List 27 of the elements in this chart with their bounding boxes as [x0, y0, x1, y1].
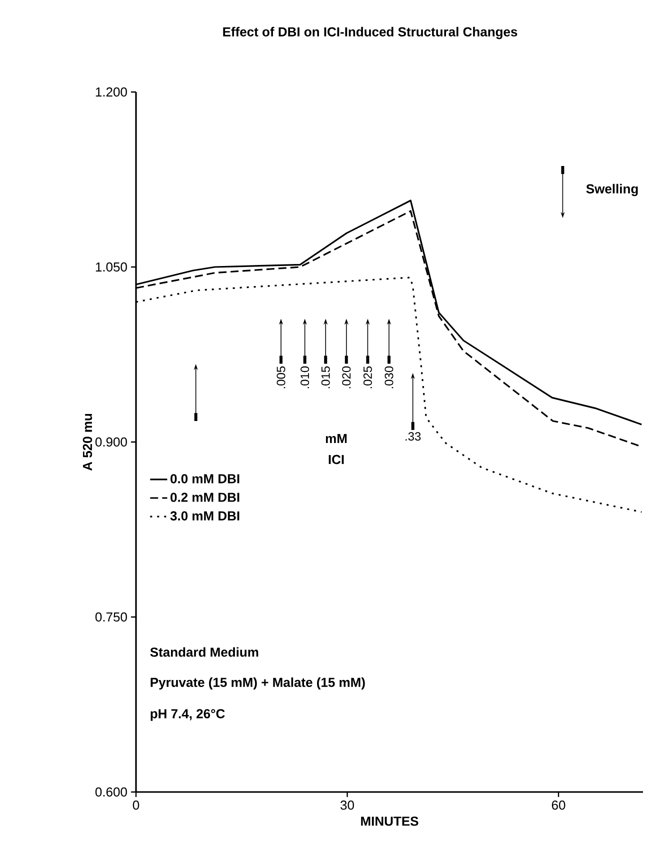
- y-tick-label: 1.050: [96, 262, 127, 272]
- y-tick-label: 0.750: [95, 612, 127, 622]
- annotation: .030: [384, 366, 394, 388]
- y-tick-label: 0.900: [95, 437, 127, 447]
- x-tick-label: 30: [340, 800, 354, 810]
- annotation: ICI: [328, 454, 344, 464]
- annotation: mM: [326, 434, 347, 443]
- annotation: Swelling: [586, 184, 638, 196]
- annotation: .33: [406, 432, 421, 441]
- legend-label: 0.0 mM DBI: [170, 474, 240, 484]
- y-tick-label: 1.200: [96, 87, 127, 97]
- annotation: .015: [321, 366, 330, 388]
- y-axis-title: A 520 mu: [82, 414, 92, 471]
- annotation: pH 7.4, 26°C: [150, 709, 225, 721]
- y-tick-label: 0.600: [95, 787, 127, 797]
- x-axis-title: MINUTES: [361, 816, 418, 826]
- annotation: Pyruvate (15 mM) + Malate (15 mM): [150, 677, 365, 690]
- legend-label: 0.2 mM DBI: [170, 492, 240, 502]
- annotation: .025: [363, 366, 372, 388]
- annotation: .010: [300, 366, 310, 388]
- x-tick-label: 60: [552, 800, 566, 810]
- legend-label: 3.0 mM DBI: [170, 511, 240, 521]
- chart-title: Effect of DBI on ICI-Induced Structural Changes: [223, 26, 518, 40]
- annotation: .020: [342, 366, 351, 388]
- annotation: .005: [276, 366, 286, 388]
- annotation: Standard Medium: [150, 647, 258, 657]
- x-tick-label: 0: [132, 800, 140, 810]
